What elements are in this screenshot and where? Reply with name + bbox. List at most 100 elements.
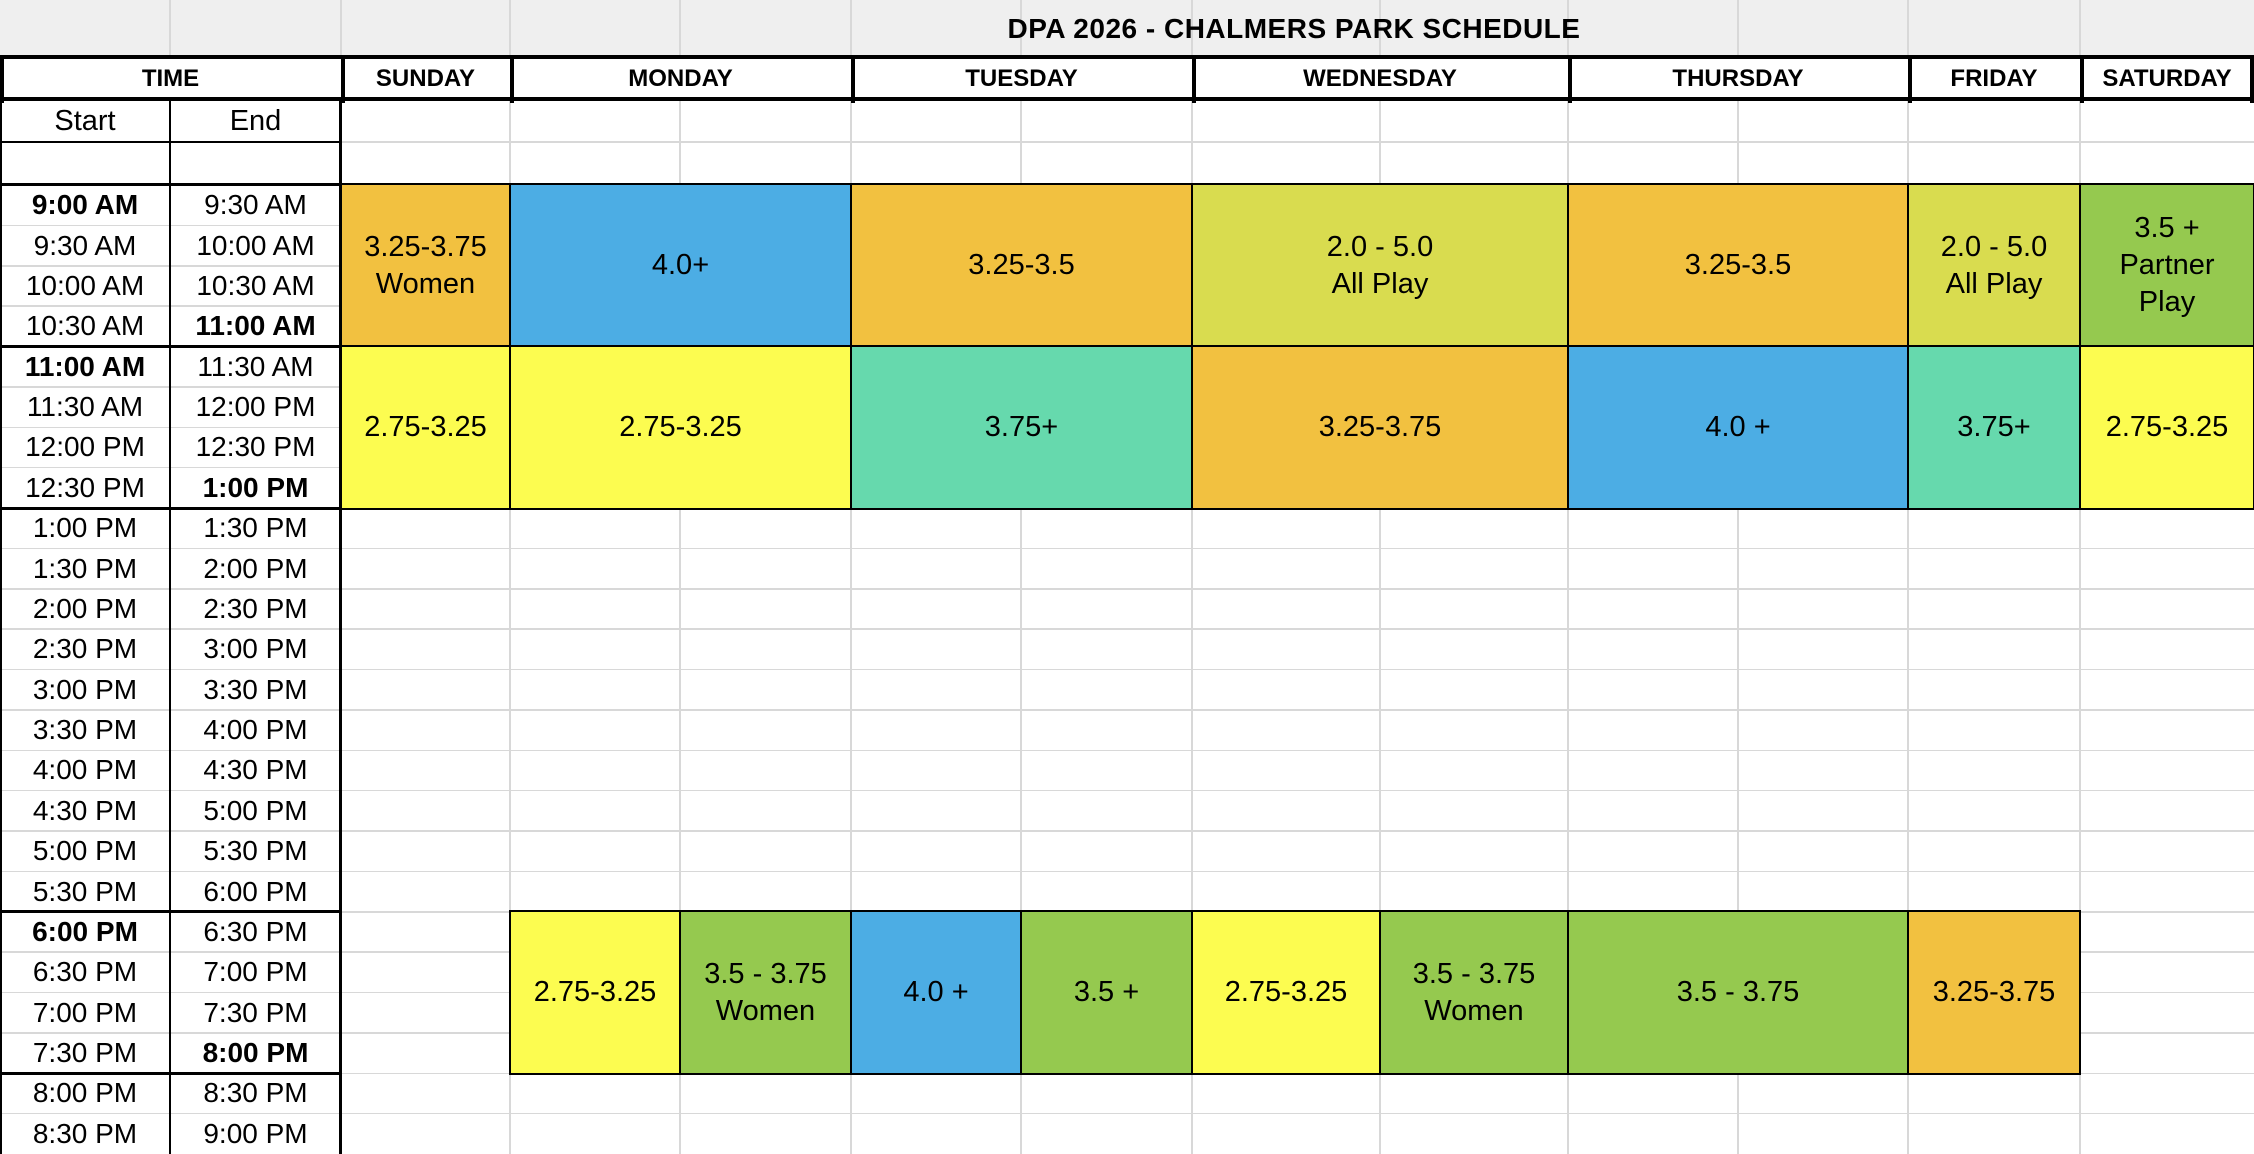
time-end-cell[interactable]: 12:30 PM	[195, 431, 316, 463]
time-start-cell[interactable]: 8:00 PM	[32, 1077, 138, 1109]
time-start-cell[interactable]: 7:00 PM	[32, 996, 138, 1028]
header-thursday[interactable]: THURSDAY	[1672, 64, 1804, 92]
time-end-cell[interactable]: 6:30 PM	[203, 915, 308, 947]
header-wednesday[interactable]: WEDNESDAY	[1303, 64, 1457, 92]
cell-morning-thursday[interactable]: 3.25-3.5	[1567, 183, 1909, 349]
header-tuesday[interactable]: TUESDAY	[965, 64, 1078, 92]
header-friday[interactable]: FRIDAY	[1950, 64, 2038, 92]
time-start-cell[interactable]: 12:30 PM	[25, 471, 145, 503]
time-end-cell[interactable]: 2:00 PM	[203, 552, 308, 584]
header-time[interactable]: TIME	[141, 64, 200, 92]
time-start-cell[interactable]: 1:30 PM	[32, 552, 138, 584]
title-row-band	[0, 0, 2254, 57]
time-start-cell[interactable]: 6:00 PM	[32, 915, 138, 947]
time-start-cell[interactable]: 11:30 AM	[26, 391, 144, 423]
time-start-cell[interactable]: 5:30 PM	[32, 875, 138, 907]
cell-midday-sunday[interactable]: 2.75-3.25	[340, 344, 511, 510]
cell-morning-sunday[interactable]: 3.25-3.75 Women	[340, 183, 511, 349]
time-end-cell[interactable]: 7:30 PM	[203, 996, 308, 1028]
border-line	[0, 1071, 341, 1075]
time-start-cell[interactable]: 6:30 PM	[32, 956, 138, 988]
cell-midday-thursday[interactable]: 4.0 +	[1567, 344, 1909, 510]
time-end-cell[interactable]: 4:30 PM	[203, 754, 308, 786]
gridline-vertical	[1737, 0, 1739, 1154]
time-start-cell[interactable]: 7:30 PM	[32, 1037, 138, 1069]
time-end-cell[interactable]: 1:30 PM	[203, 512, 308, 544]
cell-evening-friday[interactable]: 3.25-3.75	[1907, 909, 2081, 1076]
time-end-cell[interactable]: 9:30 AM	[204, 189, 307, 221]
time-end-cell[interactable]: 8:00 PM	[202, 1037, 309, 1069]
time-start-cell[interactable]: 9:30 AM	[33, 229, 137, 261]
gridline-horizontal	[0, 1112, 2254, 1115]
time-start-cell[interactable]: 8:30 PM	[32, 1117, 138, 1149]
cell-evening-tuesday-left[interactable]: 4.0 +	[850, 909, 1022, 1076]
time-end-cell[interactable]: 3:30 PM	[203, 673, 308, 705]
gridline-horizontal	[0, 668, 2254, 671]
time-end-cell[interactable]: 4:00 PM	[203, 714, 308, 746]
start-column-label[interactable]: Start	[54, 104, 116, 137]
cell-label: 3.75+	[1957, 410, 2031, 443]
gridline-horizontal	[0, 830, 2254, 832]
border-line	[2250, 55, 2254, 103]
cell-morning-saturday[interactable]: 3.5 + Partner Play	[2079, 183, 2254, 349]
cell-morning-friday[interactable]: 2.0 - 5.0 All Play	[1907, 183, 2081, 349]
cell-morning-monday[interactable]: 4.0+	[509, 183, 852, 349]
time-start-cell[interactable]: 4:30 PM	[32, 794, 138, 826]
time-end-cell[interactable]: 5:30 PM	[203, 835, 308, 867]
time-end-cell[interactable]: 6:00 PM	[203, 875, 308, 907]
time-end-cell[interactable]: 11:30 AM	[197, 350, 314, 382]
time-end-cell[interactable]: 9:00 PM	[203, 1117, 308, 1149]
cell-midday-tuesday[interactable]: 3.75+	[850, 344, 1193, 510]
time-end-cell[interactable]: 5:00 PM	[203, 794, 308, 826]
header-monday[interactable]: MONDAY	[628, 64, 733, 92]
cell-midday-wednesday[interactable]: 3.25-3.75	[1191, 344, 1569, 510]
time-start-cell[interactable]: 3:00 PM	[32, 673, 138, 705]
cell-label: 3.25-3.5	[1684, 249, 1792, 282]
cell-evening-monday-right[interactable]: 3.5 - 3.75 Women	[679, 909, 852, 1076]
time-end-cell[interactable]: 10:30 AM	[196, 269, 315, 301]
header-sunday[interactable]: SUNDAY	[375, 64, 476, 92]
time-start-cell[interactable]: 12:00 PM	[25, 431, 145, 463]
cell-label: 3.25-3.75 Women	[364, 230, 487, 300]
gridline-vertical	[1379, 0, 1381, 1154]
cell-evening-wednesday-right[interactable]: 3.5 - 3.75 Women	[1379, 909, 1569, 1076]
time-start-cell[interactable]: 2:00 PM	[32, 592, 138, 624]
time-start-cell[interactable]: 4:00 PM	[32, 754, 138, 786]
time-start-cell[interactable]: 10:00 AM	[25, 269, 145, 301]
cell-label: 3.5 - 3.75 Women	[704, 957, 827, 1027]
cell-evening-thursday[interactable]: 3.5 - 3.75	[1567, 909, 1909, 1076]
cell-midday-friday[interactable]: 3.75+	[1907, 344, 2081, 510]
time-start-cell[interactable]: 11:00 AM	[24, 350, 146, 382]
cell-midday-saturday[interactable]: 2.75-3.25	[2079, 344, 2254, 510]
cell-morning-wednesday[interactable]: 2.0 - 5.0 All Play	[1191, 183, 1569, 349]
border-line	[1192, 55, 1196, 103]
border-line	[1908, 55, 1912, 103]
border-line	[339, 100, 342, 1154]
time-start-cell[interactable]: 2:30 PM	[32, 633, 138, 665]
border-line	[510, 55, 514, 103]
time-start-cell[interactable]: 10:30 AM	[25, 310, 145, 342]
cell-label: 3.5 + Partner Play	[2119, 212, 2215, 319]
time-start-cell[interactable]: 1:00 PM	[32, 512, 138, 544]
cell-evening-monday-left[interactable]: 2.75-3.25	[509, 909, 681, 1076]
cell-evening-wednesday-left[interactable]: 2.75-3.25	[1191, 909, 1381, 1076]
time-start-cell[interactable]: 5:00 PM	[32, 835, 138, 867]
gridline-horizontal	[0, 709, 2254, 711]
cell-label: 2.0 - 5.0 All Play	[1940, 230, 2048, 300]
header-saturday[interactable]: SATURDAY	[2102, 64, 2232, 92]
time-start-cell[interactable]: 3:30 PM	[32, 714, 138, 746]
time-end-cell[interactable]: 1:00 PM	[202, 471, 309, 503]
time-end-cell[interactable]: 8:30 PM	[203, 1077, 308, 1109]
time-end-cell[interactable]: 3:00 PM	[203, 633, 308, 665]
cell-morning-tuesday[interactable]: 3.25-3.5	[850, 183, 1193, 349]
time-end-cell[interactable]: 2:30 PM	[203, 592, 308, 624]
cell-midday-monday[interactable]: 2.75-3.25	[509, 344, 852, 510]
gridline-horizontal	[0, 547, 2254, 550]
time-start-cell[interactable]: 9:00 AM	[31, 189, 139, 221]
cell-evening-tuesday-right[interactable]: 3.5 +	[1020, 909, 1193, 1076]
time-end-cell[interactable]: 12:00 PM	[195, 391, 316, 423]
end-column-label[interactable]: End	[229, 104, 282, 137]
time-end-cell[interactable]: 11:00 AM	[195, 310, 316, 342]
time-end-cell[interactable]: 10:00 AM	[196, 229, 315, 261]
time-end-cell[interactable]: 7:00 PM	[203, 956, 308, 988]
